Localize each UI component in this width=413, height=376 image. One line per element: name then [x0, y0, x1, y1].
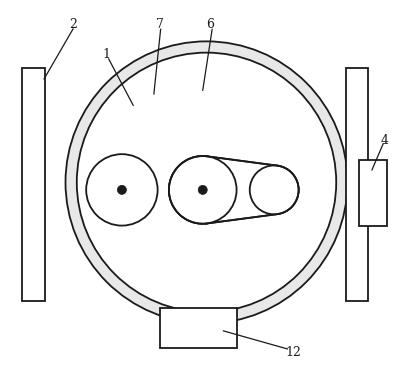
Text: 2: 2 — [69, 18, 77, 31]
Bar — [346, 68, 368, 301]
Text: 1: 1 — [103, 48, 111, 61]
Bar — [159, 308, 237, 348]
Circle shape — [117, 185, 126, 194]
Bar — [22, 68, 45, 301]
Text: 6: 6 — [206, 18, 214, 31]
Circle shape — [169, 156, 237, 224]
Circle shape — [250, 165, 299, 214]
Circle shape — [66, 41, 347, 323]
Text: 7: 7 — [156, 18, 164, 31]
Circle shape — [77, 53, 336, 312]
Text: 4: 4 — [381, 135, 389, 147]
Bar — [359, 160, 387, 226]
Text: 12: 12 — [285, 346, 301, 359]
Circle shape — [86, 154, 158, 226]
Circle shape — [198, 185, 207, 194]
